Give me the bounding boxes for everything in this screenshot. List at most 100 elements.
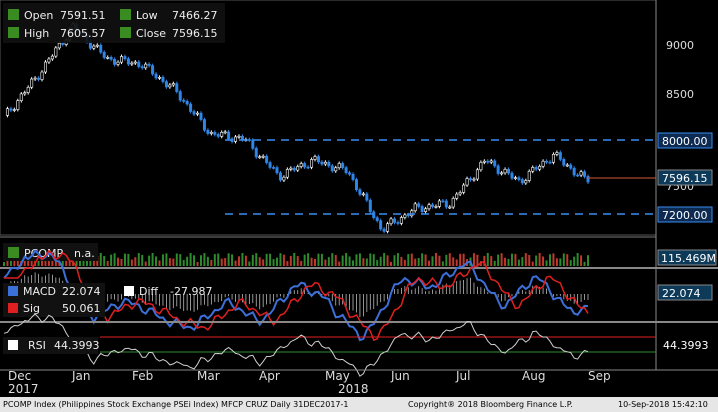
volume-bar [569,260,572,266]
candle-body [527,170,531,181]
candle-body [472,178,476,181]
volume-bar [535,255,538,266]
candle-body [558,152,562,160]
month-label-aug: Aug [522,369,545,383]
candle-body [140,66,144,69]
candle-body [583,171,587,177]
volume-bar [576,253,579,266]
candle-body [475,169,479,180]
candle-body [545,160,549,163]
candle-body [282,176,286,181]
candle-body [37,77,41,80]
candle-body [161,77,165,82]
tick-8000: 8000.00 [662,135,708,148]
candle-body [251,139,255,149]
volume-bar [352,260,355,266]
candle-body [569,164,573,169]
candle-body [227,131,231,140]
volume-bar [390,261,393,266]
candle-body [323,161,327,165]
volume-bar [362,258,365,266]
candle-body [285,169,289,178]
volume-bar [376,260,379,266]
candle-body [562,159,566,166]
candle-body [113,58,117,65]
candle-body [209,131,213,134]
volume-bar [507,258,510,266]
candle-body [206,129,210,134]
footer-left-text: PCOMP Index (Philippines Stock Exchange … [3,400,349,409]
candle-body [296,166,300,171]
candle-body [430,204,434,207]
candle-body [306,166,310,169]
volume-bar [13,256,16,266]
volume-bar [103,256,106,266]
candle-body [178,91,182,101]
candle-body [254,148,258,158]
month-label-jul: Jul [455,369,470,383]
volume-bar [262,259,265,266]
rsi-line [3,313,589,377]
badge-last [657,169,713,186]
candle-body [247,139,251,141]
candle-body [310,159,314,168]
candle-body [234,136,238,142]
volume-bar [244,255,247,266]
candle-body [493,160,497,167]
volume-bar [27,258,30,266]
volume-bar [106,260,109,266]
candle-body [192,111,196,115]
candle-body [116,61,120,65]
candle-body [50,55,54,60]
volume-bar [265,253,268,266]
volume-bar [227,253,230,266]
volume-bar [307,253,310,266]
volume-bar [531,261,534,266]
rsi-swatch [8,340,18,350]
diff-value: -27.987 [170,285,212,298]
volume-bar [286,261,289,266]
volume-bar [517,259,520,266]
volume-bar [54,261,57,266]
candle-body [396,222,400,224]
volume-bar [369,253,372,266]
candle-body [541,160,545,167]
volume-bar [141,254,144,266]
volume-bar [279,253,282,266]
volume-bar [372,254,375,266]
tick-8500: 8500 [666,88,694,101]
volume-bar [441,261,444,266]
candle-body [175,83,179,92]
volume-bar [438,255,441,266]
candle-body [520,179,524,184]
volume-bar [44,256,47,266]
volume-bar [583,261,586,266]
macd-value: 22.074 [62,285,101,298]
candle-body [375,217,379,221]
candle-body [223,131,227,134]
volume-bar [203,253,206,266]
candle-body [365,193,369,201]
legend-close-label: Close [136,27,166,40]
volume-bar [210,259,213,266]
candle-body [278,172,282,181]
volume-bar [193,255,196,266]
volume-bar [493,260,496,266]
candle-body [92,45,96,49]
volume-bar [30,258,33,266]
volume-bar [320,253,323,266]
volume-bar [462,253,465,266]
volume-bar [486,253,489,266]
candle-body [444,200,448,208]
volume-bar [220,258,223,266]
volume-bar [555,258,558,266]
candle-body [579,171,583,176]
candle-body [451,198,455,208]
volume-bar [255,253,258,266]
volume-bar [113,253,116,266]
legend-high-label: High [24,27,49,40]
candle-body [33,77,37,80]
candle-body [337,163,341,169]
rsi-series [3,313,589,377]
volume-bar [206,256,209,266]
